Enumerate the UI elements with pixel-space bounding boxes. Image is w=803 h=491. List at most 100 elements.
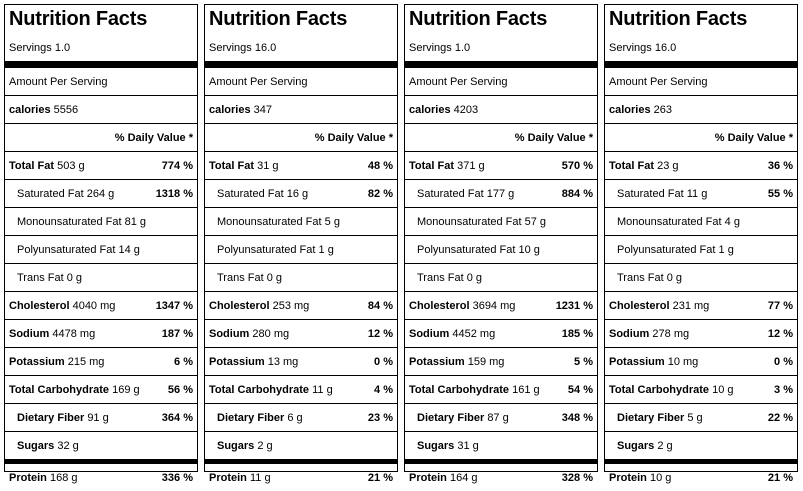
servings-text: Servings 1.0 [9,42,71,54]
nutrient-amount: 169 g [112,383,140,396]
nutrient-row-total-carbohydrate: Total Carbohydrate 161 g 54 % [405,376,597,404]
nutrient-daily-value: 21 % [367,471,393,484]
thick-divider [405,61,597,68]
nutrient-row-polyunsaturated-fat: Polyunsaturated Fat 10 g [405,236,597,264]
calories-value: 263 [653,103,673,116]
daily-value-header: % Daily Value * [314,131,393,144]
nutrient-row-monounsaturated-fat: Monounsaturated Fat 4 g [605,208,797,236]
nutrient-amount: 10 g [712,383,734,396]
nutrient-amount: 23 g [657,159,679,172]
calories-label: calories [409,103,451,116]
nutrient-daily-value: 22 % [767,411,793,424]
nutrient-amount: 5 g [324,215,340,228]
nutrient-row-total-fat: Total Fat 503 g 774 % [5,152,197,180]
nutrient-amount: 2 g [257,439,273,452]
nutrient-label: Dietary Fiber [417,411,485,424]
nutrient-label: Trans Fat [17,271,64,284]
nutrient-label: Monounsaturated Fat [217,215,322,228]
nutrient-amount: 13 mg [267,355,299,368]
amount-per-serving-row: Amount Per Serving [205,68,397,96]
servings-text: Servings 1.0 [409,42,471,54]
nutrient-row-potassium: Potassium 215 mg 6 % [5,348,197,376]
calories-value: 5556 [53,103,79,116]
nutrition-labels-container: Nutrition Facts Servings 1.0 Amount Per … [4,4,798,484]
calories-value: 4203 [453,103,479,116]
daily-value-header-row: % Daily Value * [405,124,597,152]
nutrient-label: Protein [409,471,447,484]
panel-title: Nutrition Facts [409,8,548,30]
nutrient-amount: 81 g [124,215,147,228]
nutrient-amount: 1 g [718,243,734,256]
nutrient-label: Saturated Fat [217,187,284,200]
nutrient-daily-value: 1347 % [155,299,193,312]
nutrient-amount: 57 g [524,215,547,228]
nutrient-amount: 4040 mg [72,299,116,312]
nutrient-row-trans-fat: Trans Fat 0 g [405,264,597,292]
amount-per-serving-label: Amount Per Serving [609,75,708,88]
nutrient-daily-value: 12 % [367,327,393,340]
nutrition-panel: Nutrition Facts Servings 16.0 Amount Per… [604,4,798,484]
nutrient-row-dietary-fiber: Dietary Fiber 6 g 23 % [205,404,397,432]
nutrient-amount: 32 g [57,439,79,452]
calories-label: calories [609,103,651,116]
nutrient-row-sugars: Sugars 31 g [405,432,597,460]
nutrient-label: Total Fat [409,159,455,172]
nutrient-label: Polyunsaturated Fat [217,243,316,256]
nutrient-row-total-carbohydrate: Total Carbohydrate 11 g 4 % [205,376,397,404]
amount-per-serving-label: Amount Per Serving [9,75,108,88]
daily-value-header-row: % Daily Value * [605,124,797,152]
nutrient-label: Potassium [209,355,265,368]
medium-divider [605,460,797,464]
thick-divider [605,61,797,68]
nutrient-row-sugars: Sugars 2 g [205,432,397,460]
nutrient-amount: 10 g [649,471,672,484]
nutrient-amount: 2 g [657,439,673,452]
nutrient-daily-value: 82 % [367,187,393,200]
nutrient-row-potassium: Potassium 13 mg 0 % [205,348,397,376]
nutrient-label: Total Carbohydrate [409,383,510,396]
nutrient-amount: 31 g [457,439,479,452]
nutrient-daily-value: 84 % [367,299,393,312]
nutrient-amount: 91 g [87,411,109,424]
panel-title: Nutrition Facts [209,8,348,30]
nutrient-row-total-carbohydrate: Total Carbohydrate 169 g 56 % [5,376,197,404]
nutrient-amount: 4478 mg [52,327,96,340]
nutrient-label: Potassium [609,355,665,368]
nutrient-label: Saturated Fat [17,187,84,200]
servings-text: Servings 16.0 [209,42,277,54]
nutrient-daily-value: 336 % [161,471,193,484]
calories-row: calories 347 [205,96,397,124]
nutrient-label: Trans Fat [617,271,664,284]
nutrient-daily-value: 55 % [767,187,793,200]
nutrient-row-polyunsaturated-fat: Polyunsaturated Fat 1 g [605,236,797,264]
nutrient-row-sodium: Sodium 4452 mg 185 % [405,320,597,348]
nutrient-label: Cholesterol [209,299,270,312]
nutrient-daily-value: 48 % [367,159,393,172]
nutrient-amount: 164 g [449,471,478,484]
nutrient-row-potassium: Potassium 159 mg 5 % [405,348,597,376]
nutrient-daily-value: 1231 % [555,299,593,312]
nutrient-row-total-carbohydrate: Total Carbohydrate 10 g 3 % [605,376,797,404]
nutrient-amount: 14 g [118,243,140,256]
nutrient-daily-value: 774 % [161,159,193,172]
nutrient-row-monounsaturated-fat: Monounsaturated Fat 5 g [205,208,397,236]
nutrient-amount: 11 g [249,471,271,484]
nutrient-amount: 1 g [318,243,334,256]
nutrient-amount: 0 g [266,271,283,284]
nutrient-row-sugars: Sugars 32 g [5,432,197,460]
daily-value-header-row: % Daily Value * [5,124,197,152]
nutrient-row-total-fat: Total Fat 371 g 570 % [405,152,597,180]
nutrient-row-saturated-fat: Saturated Fat 177 g 884 % [405,180,597,208]
nutrient-daily-value: 54 % [567,383,593,396]
nutrient-daily-value: 0 % [374,355,393,368]
daily-value-header: % Daily Value * [114,131,193,144]
servings-text: Servings 16.0 [609,42,677,54]
calories-label: calories [9,103,51,116]
nutrient-label: Sodium [9,327,50,340]
nutrient-label: Sodium [609,327,650,340]
nutrient-row-polyunsaturated-fat: Polyunsaturated Fat 1 g [205,236,397,264]
nutrient-daily-value: 23 % [367,411,393,424]
nutrient-label: Polyunsaturated Fat [417,243,516,256]
nutrient-row-trans-fat: Trans Fat 0 g [205,264,397,292]
thick-divider [5,61,197,68]
